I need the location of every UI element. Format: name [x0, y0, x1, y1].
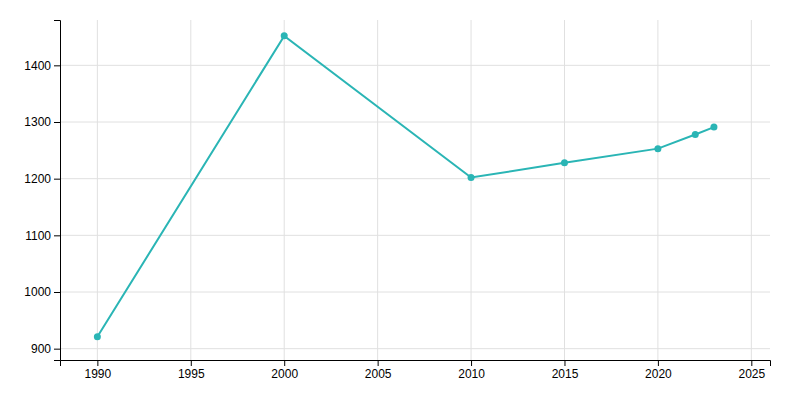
- x-tick-label: 2005: [365, 367, 392, 381]
- x-tick: 2025: [738, 360, 765, 381]
- grid-line-x: [377, 20, 378, 360]
- x-tick-label: 1995: [178, 367, 205, 381]
- y-tick-mark: [54, 235, 60, 236]
- x-tick-label: 2015: [552, 367, 579, 381]
- point: [710, 124, 717, 131]
- y-tick-label: 900: [31, 342, 51, 356]
- y-tick-mark: [54, 349, 60, 350]
- grid-line-x: [471, 20, 472, 360]
- grid-line-x: [97, 20, 98, 360]
- x-tick: 1990: [85, 360, 112, 381]
- y-tick: 1200: [24, 172, 60, 186]
- y-tick-label: 1200: [24, 172, 51, 186]
- y-tick: 900: [31, 342, 60, 356]
- y-axis-line: [54, 21, 61, 361]
- x-tick-label: 2025: [738, 367, 765, 381]
- point: [561, 159, 568, 166]
- chart-container: 1990 1995 2000 2005 2010 2015 2020 2025 900 1000 1…: [0, 0, 800, 400]
- point: [281, 32, 288, 39]
- plot-area: [94, 32, 718, 340]
- x-tick-mark: [378, 360, 379, 366]
- grid-line-y: [60, 235, 770, 236]
- x-tick-mark: [471, 360, 472, 366]
- x-tick-mark: [751, 360, 752, 366]
- x-tick: 2010: [458, 360, 485, 381]
- x-tick: 2005: [365, 360, 392, 381]
- grid: [60, 20, 770, 360]
- grid-line-y: [60, 292, 770, 293]
- grid-line-x: [657, 20, 658, 360]
- grid-line-x: [564, 20, 565, 360]
- y-tick: 1300: [24, 115, 60, 129]
- grid-line-y: [60, 348, 770, 349]
- point: [468, 174, 475, 181]
- x-tick: 1995: [178, 360, 205, 381]
- chart: 1990 1995 2000 2005 2010 2015 2020 2025 900 1000 1…: [0, 0, 800, 400]
- x-tick-label: 2010: [458, 367, 485, 381]
- y-tick-mark: [54, 65, 60, 66]
- x-tick-mark: [191, 360, 192, 366]
- x-tick: 2015: [552, 360, 579, 381]
- y-tick-label: 1000: [24, 285, 51, 299]
- grid-line-y: [60, 65, 770, 66]
- y-tick-mark: [54, 292, 60, 293]
- y-tick: 1000: [24, 285, 60, 299]
- grid-line-y: [60, 122, 770, 123]
- x-tick-label: 2000: [271, 367, 298, 381]
- y-tick: 1400: [24, 59, 60, 73]
- grid-line-y: [60, 178, 770, 179]
- grid-line-x: [751, 20, 752, 360]
- x-tick-label: 1990: [85, 367, 112, 381]
- y-tick-label: 1400: [24, 59, 51, 73]
- x-tick: 2000: [271, 360, 298, 381]
- x-axis: 1990 1995 2000 2005 2010 2015 2020 2025: [61, 360, 771, 381]
- y-tick-label: 1300: [24, 115, 51, 129]
- grid-line-x: [284, 20, 285, 360]
- point: [654, 145, 661, 152]
- point: [94, 333, 101, 340]
- y-tick: 1100: [25, 229, 60, 243]
- x-tick: 2020: [645, 360, 672, 381]
- x-tick-mark: [658, 360, 659, 366]
- y-tick-label: 1100: [25, 229, 51, 243]
- y-tick-mark: [54, 179, 60, 180]
- x-tick-mark: [564, 360, 565, 366]
- y-tick-mark: [54, 122, 60, 123]
- x-axis-line: [61, 361, 771, 367]
- point: [692, 131, 699, 138]
- x-tick-mark: [284, 360, 285, 366]
- x-tick-label: 2020: [645, 367, 672, 381]
- y-axis: 900 1000 1100 1200 1300 1400: [24, 21, 60, 361]
- line: [97, 36, 714, 337]
- x-tick-mark: [97, 360, 98, 366]
- grid-line-x: [190, 20, 191, 360]
